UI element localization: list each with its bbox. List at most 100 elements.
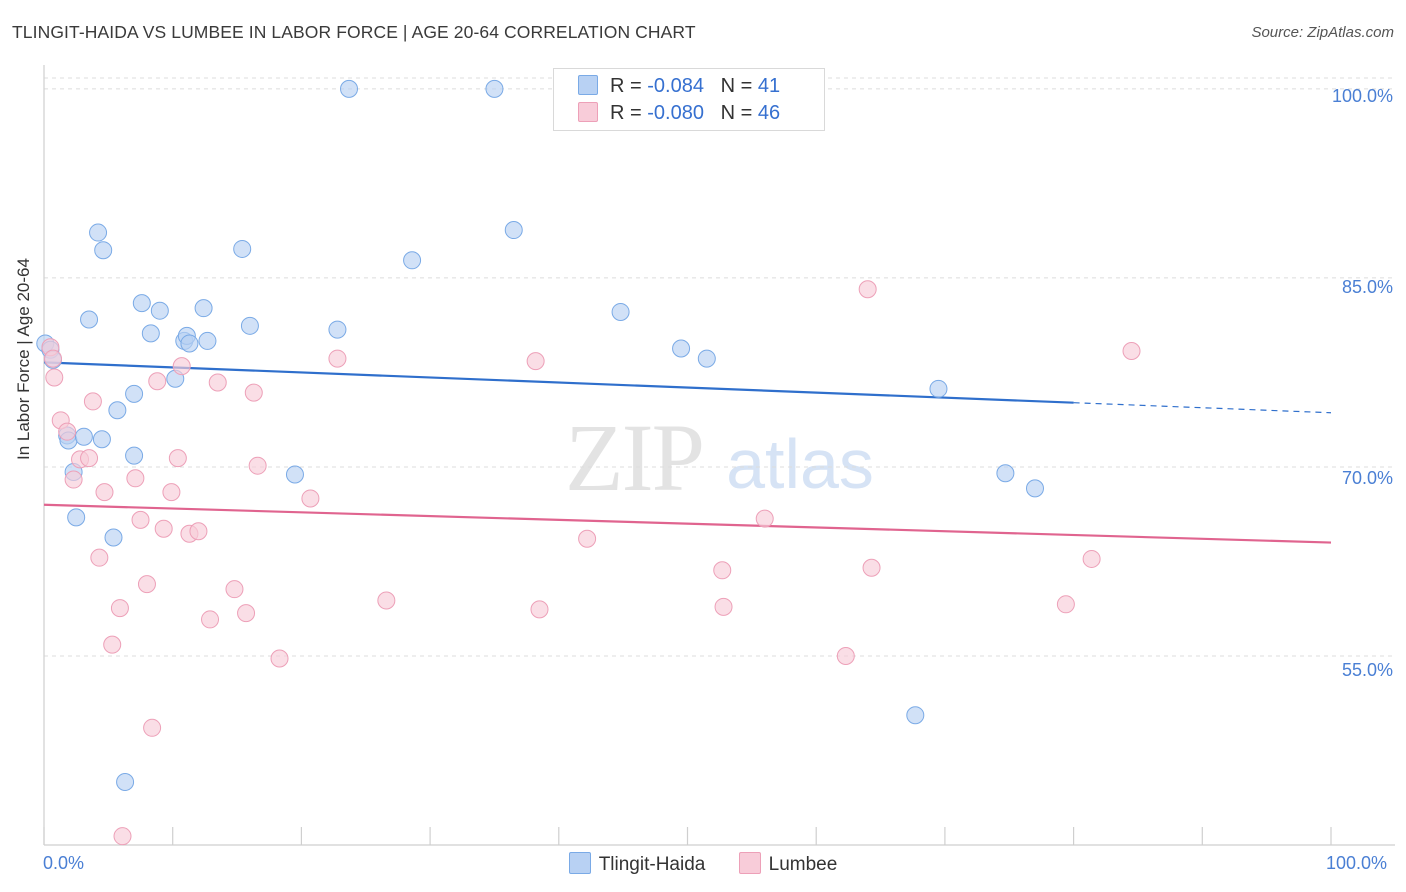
lumbee-point <box>1082 549 1101 568</box>
lumbee-point <box>103 635 122 654</box>
chart-title: TLINGIT-HAIDA VS LUMBEE IN LABOR FORCE |… <box>12 22 696 42</box>
lumbee-point <box>172 357 191 376</box>
watermark-zip: ZIP <box>565 404 703 511</box>
tlingit-haida-point <box>611 302 630 321</box>
axes <box>43 65 1395 846</box>
y-tick-label-55: 55.0% <box>1341 660 1393 680</box>
lumbee-point <box>328 349 347 368</box>
lumbee-point <box>80 449 99 468</box>
tlingit-haida-point <box>104 528 123 547</box>
tlingit-haida-point <box>504 221 523 240</box>
tlingit-haida-point <box>328 320 347 339</box>
tlingit-haida-point <box>141 324 160 343</box>
legend-r-label: R = <box>610 102 642 124</box>
lumbee-point <box>189 522 208 541</box>
y-tick-label-70: 70.0% <box>1341 468 1393 488</box>
lumbee-point <box>64 470 83 489</box>
tlingit-haida-point <box>125 384 144 403</box>
lumbee-point <box>244 383 263 402</box>
lumbee-point <box>578 529 597 548</box>
tlingit-haida-point <box>132 294 151 313</box>
legend-n-value: 46 <box>757 102 781 124</box>
legend-label-tlingit-haida: Tlingit-Haida <box>598 854 706 875</box>
legend-swatch-blue <box>578 75 598 95</box>
lumbee-point <box>526 352 545 371</box>
legend-swatch-pink <box>578 102 598 122</box>
legend-row-tlingit-haida: R = -0.084 N = 41 <box>578 75 780 98</box>
lumbee-point <box>143 718 162 737</box>
lumbee-point <box>237 604 256 623</box>
legend-n-label: N = <box>720 75 753 97</box>
legend-n-value: 41 <box>757 75 781 97</box>
tlingit-haida-point <box>996 464 1015 483</box>
lumbee-point <box>714 597 733 616</box>
lumbee-point <box>126 469 145 488</box>
tlingit-haida-point <box>150 301 169 320</box>
lumbee-point <box>377 591 396 610</box>
lumbee-point <box>1056 595 1075 614</box>
tlingit-haida-point <box>94 241 113 260</box>
watermark: ZIP atlas <box>565 404 874 511</box>
tlingit-haida-point <box>485 79 504 98</box>
tlingit-haida-point <box>74 427 93 446</box>
trend-line-solid <box>43 361 1074 404</box>
lumbee-point <box>83 392 102 411</box>
lumbee-point <box>148 372 167 391</box>
lumbee-point <box>201 610 220 629</box>
lumbee-point <box>270 649 289 668</box>
trend-lines <box>43 361 1332 544</box>
lumbee-point <box>862 558 881 577</box>
data-points <box>36 79 1141 846</box>
tlingit-haida-point <box>906 706 925 725</box>
lumbee-point <box>713 561 732 580</box>
lumbee-point <box>95 483 114 502</box>
x-tick-label-0: 0.0% <box>43 853 85 873</box>
tlingit-haida-point <box>180 334 199 353</box>
legend-r-value: -0.084 <box>647 75 704 97</box>
trend-line-solid <box>43 503 1332 544</box>
lumbee-point <box>44 349 63 368</box>
y-axis-label: In Labor Force | Age 20-64 <box>14 258 33 460</box>
stats-legend: R = -0.084 N = 41 R = -0.080 N = 46 <box>553 68 825 131</box>
legend-n-label: N = <box>720 102 753 124</box>
tlingit-haida-point <box>108 401 127 420</box>
lumbee-point <box>58 422 77 441</box>
legend-swatch-blue <box>568 852 591 874</box>
lumbee-point <box>110 599 129 618</box>
tlingit-haida-point <box>80 310 99 329</box>
lumbee-point <box>755 509 774 528</box>
lumbee-point <box>137 575 156 594</box>
lumbee-point <box>168 449 187 468</box>
legend-row-lumbee: R = -0.080 N = 46 <box>578 102 780 125</box>
watermark-atlas: atlas <box>726 425 874 503</box>
lumbee-point <box>113 827 132 846</box>
tlingit-haida-point <box>1025 479 1044 498</box>
tlingit-haida-point <box>285 465 304 484</box>
trend-line-dashed <box>1073 402 1332 414</box>
legend-label-lumbee: Lumbee <box>768 854 838 875</box>
lumbee-point <box>162 483 181 502</box>
legend-r-label: R = <box>610 75 642 97</box>
lumbee-point <box>301 489 320 508</box>
lumbee-point <box>858 280 877 299</box>
tlingit-haida-point <box>233 239 252 258</box>
source-label: Source: ZipAtlas.com <box>1251 24 1394 41</box>
tlingit-haida-point <box>198 331 217 350</box>
tlingit-haida-point <box>92 430 111 449</box>
lumbee-point <box>1122 342 1141 361</box>
tlingit-haida-point <box>240 316 259 335</box>
lumbee-point <box>90 548 109 567</box>
legend-item-tlingit-haida[interactable]: Tlingit-Haida <box>568 852 706 876</box>
tlingit-haida-point <box>125 446 144 465</box>
x-tick-label-100: 100.0% <box>1326 853 1388 873</box>
legend-item-lumbee[interactable]: Lumbee <box>738 852 838 876</box>
tlingit-haida-point <box>672 339 691 358</box>
lumbee-point <box>248 456 267 475</box>
legend-swatch-pink <box>738 852 761 874</box>
lumbee-point <box>45 368 64 387</box>
tlingit-haida-point <box>697 349 716 368</box>
lumbee-point <box>154 519 173 538</box>
lumbee-point <box>208 373 227 392</box>
tlingit-haida-point <box>89 223 108 242</box>
